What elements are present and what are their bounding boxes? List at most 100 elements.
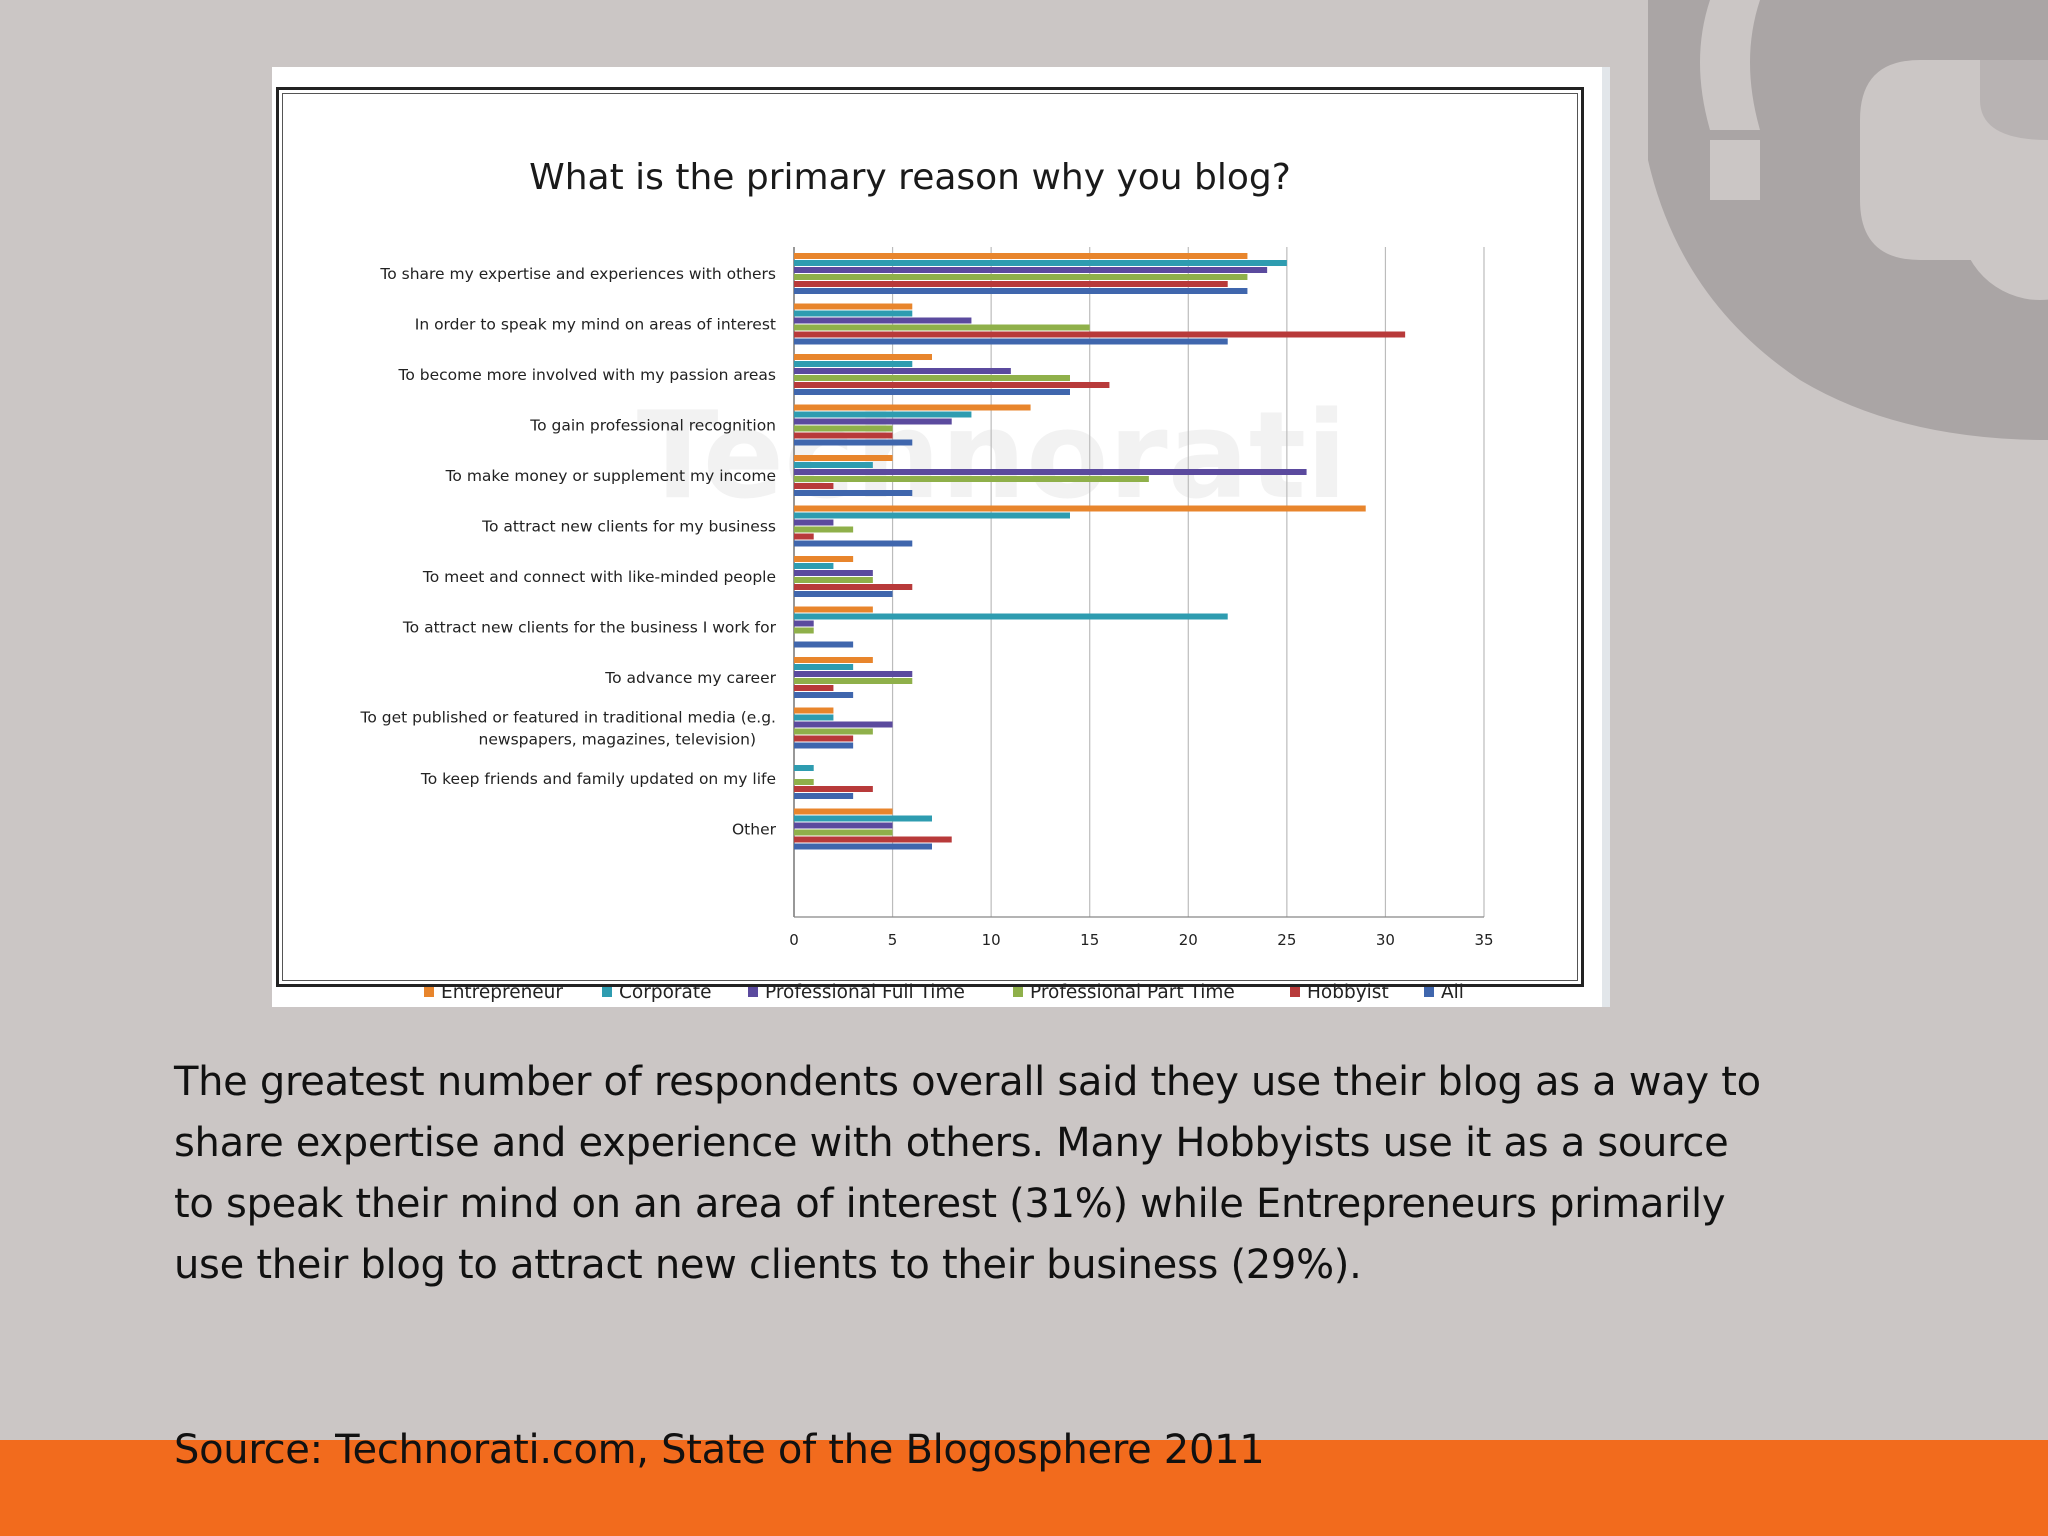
bar: [794, 324, 1090, 331]
category-label: To keep friends and family updated on my…: [420, 770, 776, 788]
bar: [794, 657, 873, 663]
category-label: To advance my career: [604, 669, 776, 687]
legend-label: Entrepreneur: [441, 982, 563, 1003]
bar: [794, 382, 1110, 388]
legend-swatch: [1290, 987, 1300, 997]
bar: [794, 404, 1031, 411]
bar: [794, 411, 972, 418]
bar: [794, 627, 814, 634]
bar: [794, 606, 873, 613]
bar: [794, 361, 913, 367]
bar: [794, 584, 913, 590]
tick-label: 30: [1376, 931, 1395, 949]
legend-label: All: [1441, 982, 1464, 1003]
bar: [794, 577, 873, 583]
bar: [794, 368, 1011, 374]
bar: [794, 526, 854, 533]
bar: [794, 505, 1366, 512]
category-label: To become more involved with my passion …: [397, 366, 776, 384]
tick-label: 15: [1080, 931, 1099, 949]
chart-title: What is the primary reason why you blog?: [529, 157, 1291, 198]
bar: [794, 253, 1248, 259]
chart-frame: What is the primary reason why you blog?…: [272, 67, 1602, 1007]
legend-swatch: [424, 987, 434, 997]
bar: [794, 540, 913, 547]
bar: [794, 836, 952, 843]
bar: [794, 563, 834, 569]
bar: [794, 455, 893, 461]
bar: [794, 425, 893, 432]
bar: [794, 570, 873, 576]
bar-chart: What is the primary reason why you blog?…: [359, 157, 1493, 1003]
bar: [794, 765, 814, 771]
bar: [794, 274, 1248, 280]
caption-text: The greatest number of respondents overa…: [174, 1059, 1761, 1288]
bar: [794, 490, 913, 496]
bar: [794, 692, 854, 698]
tick-label: 20: [1179, 931, 1198, 949]
bar: [794, 469, 1307, 475]
tick-label: 25: [1277, 931, 1296, 949]
source-text: Source: Technorati.com, State of the Blo…: [174, 1427, 1265, 1473]
category-label: To get published or featured in traditio…: [359, 709, 776, 749]
legend-swatch: [602, 987, 612, 997]
bar: [794, 303, 913, 310]
bar: [794, 707, 834, 714]
bar: [794, 786, 873, 792]
bar: [794, 815, 932, 822]
bar: [794, 288, 1248, 294]
bar: [794, 439, 913, 446]
category-label: To gain professional recognition: [529, 417, 776, 435]
decorative-logo-icon: [1648, 0, 2048, 440]
tick-label: 0: [789, 931, 799, 949]
bar: [794, 310, 913, 317]
legend-label: Hobbyist: [1307, 982, 1389, 1003]
tick-label: 5: [888, 931, 898, 949]
bar: [794, 483, 834, 489]
bar: [794, 267, 1268, 273]
bar: [794, 331, 1406, 338]
bar: [794, 613, 1228, 620]
bar: [794, 742, 854, 749]
bar: [794, 317, 972, 324]
bar: [794, 432, 893, 439]
bar: [794, 281, 1228, 287]
bar: [794, 728, 873, 735]
bar: [794, 641, 854, 648]
category-label: To attract new clients for my business: [481, 518, 776, 536]
category-label: To meet and connect with like-minded peo…: [422, 568, 776, 586]
tick-label: 35: [1474, 931, 1493, 949]
legend-label: Professional Full Time: [765, 982, 965, 1003]
bar: [794, 779, 814, 785]
bar: [794, 462, 873, 468]
category-label: To share my expertise and experiences wi…: [379, 265, 776, 283]
bar: [794, 556, 854, 562]
category-label: To attract new clients for the business …: [402, 619, 777, 637]
category-label: To make money or supplement my income: [445, 467, 776, 485]
bar: [794, 843, 932, 850]
footer-band: [0, 1440, 2048, 1536]
bar: [794, 476, 1149, 482]
bar: [794, 354, 932, 360]
bar: [794, 519, 834, 526]
legend-swatch: [1424, 987, 1434, 997]
legend-swatch: [1013, 987, 1023, 997]
bar: [794, 260, 1287, 266]
bar: [794, 685, 834, 691]
bar: [794, 533, 814, 540]
bar: [794, 389, 1070, 395]
legend-label: Professional Part Time: [1030, 982, 1235, 1003]
bar: [794, 822, 893, 829]
bar: [794, 829, 893, 836]
bar: [794, 664, 854, 670]
bar: [794, 418, 952, 425]
legend-swatch: [748, 987, 758, 997]
bar: [794, 591, 893, 597]
bar: [794, 338, 1228, 345]
bar: [794, 678, 913, 684]
legend-label: Corporate: [619, 982, 711, 1003]
bar: [794, 375, 1070, 381]
bar: [794, 793, 854, 799]
bar: [794, 512, 1070, 519]
category-label: Other: [732, 821, 777, 839]
